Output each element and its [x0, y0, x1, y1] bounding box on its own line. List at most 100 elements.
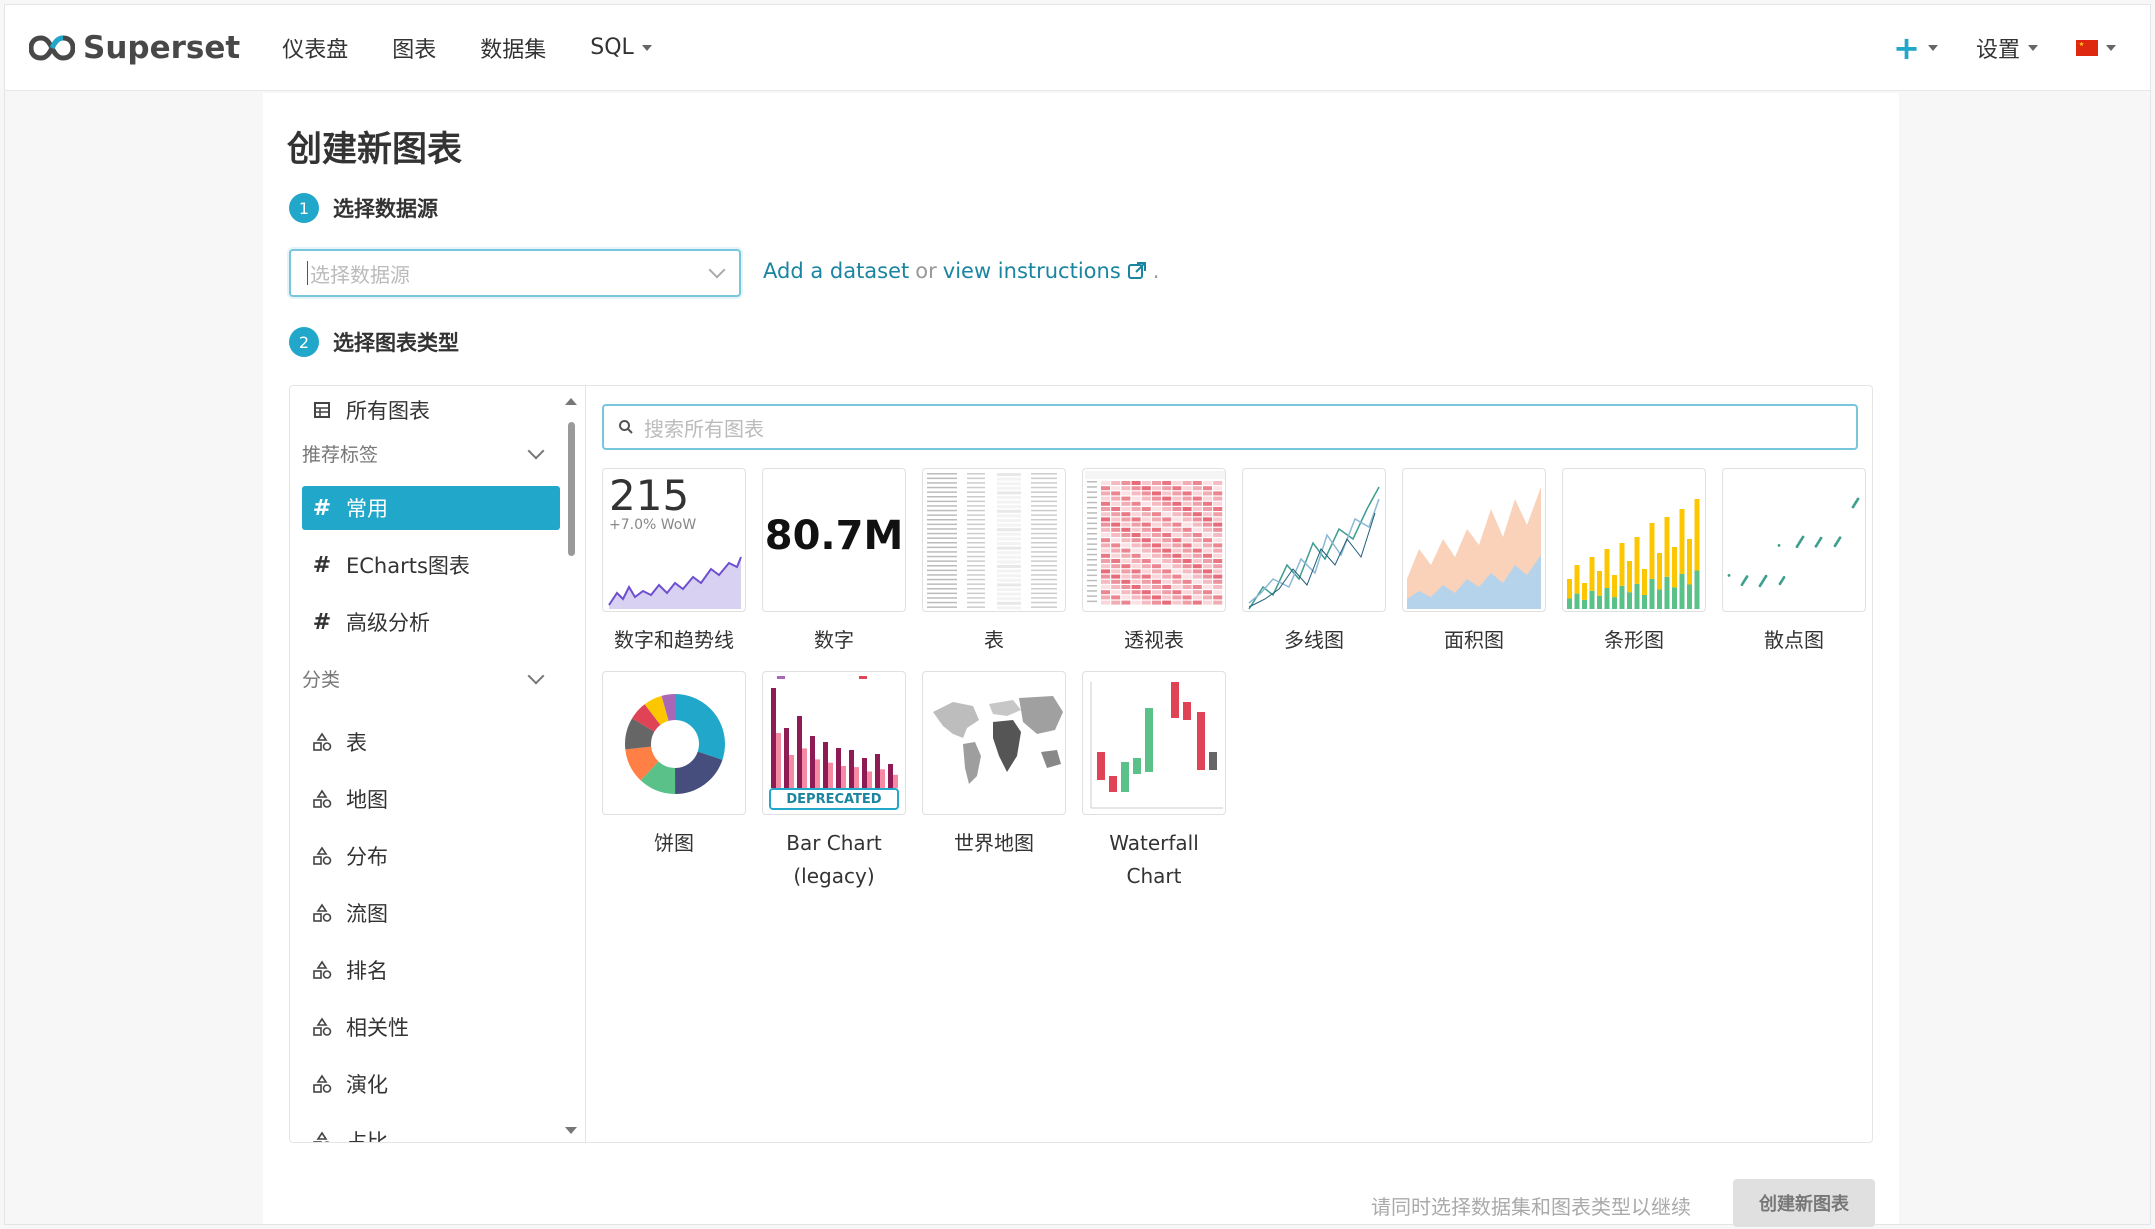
scroll-thumb[interactable]: [568, 422, 575, 556]
sidebar-item-advanced-analytics[interactable]: # 高级分析: [302, 600, 560, 644]
sidebar-item-label: 相关性: [346, 1016, 409, 1040]
chart-thumbnail: [1242, 468, 1386, 612]
create-chart-button[interactable]: 创建新图表: [1733, 1179, 1875, 1227]
chart-tile-label: 数字和趋势线: [614, 628, 734, 652]
plus-icon: +: [1893, 28, 1920, 67]
chart-tile-bar-chart-legacy[interactable]: DEPRECATED Bar Chart (legacy): [762, 671, 906, 893]
sidebar-item-all-charts[interactable]: 所有图表: [302, 388, 560, 432]
pivot-table-graphic: [1085, 471, 1225, 605]
category-shapes-icon: [313, 1017, 332, 1036]
chart-tile-label: Bar Chart (legacy): [786, 831, 882, 888]
sidebar-item-label: 高级分析: [346, 611, 430, 635]
nav-datasets[interactable]: 数据集: [480, 37, 547, 63]
sidebar-category-item[interactable]: 占比: [302, 1119, 560, 1142]
chart-tile-label: 数字: [814, 628, 854, 652]
category-shapes-icon: [313, 789, 332, 808]
sidebar-item-echarts[interactable]: # ECharts图表: [302, 543, 560, 587]
category-shapes-icon: [313, 1131, 330, 1142]
datasource-help: Add a dataset or view instructions .: [763, 259, 1159, 283]
nav-sql-menu[interactable]: SQL: [590, 35, 652, 60]
step-1: 1 选择数据源: [289, 193, 438, 223]
chart-thumbnail: [1722, 468, 1866, 612]
sidebar-category-item[interactable]: 相关性: [302, 1005, 560, 1049]
scroll-up-icon[interactable]: [565, 398, 577, 405]
add-dataset-link[interactable]: Add a dataset: [763, 259, 910, 283]
waterfall-graphic: [1090, 682, 1223, 809]
footer-message: 请同时选择数据集和图表类型以继续: [1371, 1195, 1691, 1219]
chevron-down-icon: [527, 442, 545, 459]
chart-tile-line-chart[interactable]: 多线图: [1242, 468, 1386, 657]
sidebar-item-popular[interactable]: # 常用: [302, 486, 560, 530]
sidebar-category-item[interactable]: 演化: [302, 1062, 560, 1106]
recommended-tags-header[interactable]: 推荐标签: [302, 440, 545, 467]
datasource-select[interactable]: 选择数据源: [289, 249, 741, 297]
sidebar-category-item[interactable]: 地图: [302, 777, 560, 821]
chart-tile-bar-chart[interactable]: 条形图: [1562, 468, 1706, 657]
chart-tile-area-chart[interactable]: 面积图: [1402, 468, 1546, 657]
thumb-big-number: 80.7M: [764, 513, 904, 559]
search-placeholder: 搜索所有图表: [644, 416, 764, 441]
deprecated-badge: DEPRECATED: [769, 788, 899, 810]
sidebar-item-label: 占比: [346, 1130, 388, 1142]
step-2: 2 选择图表类型: [289, 327, 459, 357]
chart-thumbnail: [1082, 468, 1226, 612]
scroll-down-icon[interactable]: [565, 1127, 577, 1134]
caret-down-icon: [1927, 44, 1938, 51]
period-text: .: [1152, 259, 1160, 283]
chart-tile-world-map[interactable]: 世界地图: [922, 671, 1066, 860]
superset-logo[interactable]: Superset: [29, 30, 240, 66]
new-menu-button[interactable]: +: [1893, 29, 1938, 67]
create-chart-panel: 创建新图表 1 选择数据源 选择数据源 Add a dataset or vie…: [263, 93, 1899, 1227]
chart-tile-label: 条形图: [1604, 628, 1664, 652]
scatter-plot-graphic: [1727, 497, 1860, 588]
trendline-graphic: [608, 556, 742, 609]
step-label: 选择数据源: [333, 197, 438, 221]
chart-tile-big-number-trendline[interactable]: 215 +7.0% WoW 数字和趋势线: [602, 468, 746, 657]
chart-tile-table[interactable]: 表: [922, 468, 1066, 657]
nav-sql-label: SQL: [590, 35, 634, 60]
language-menu[interactable]: [2076, 39, 2116, 56]
sidebar-category-item[interactable]: 流图: [302, 891, 560, 935]
nav-charts[interactable]: 图表: [392, 37, 437, 63]
chart-tile-label: 表: [984, 628, 1004, 652]
chart-tile-label: 散点图: [1764, 628, 1824, 652]
step-number: 2: [289, 327, 319, 357]
chart-tile-pie-chart[interactable]: 饼图: [602, 671, 746, 860]
chart-thumbnail: 215 +7.0% WoW: [602, 468, 746, 612]
chart-tile-pivot-table[interactable]: 透视表: [1082, 468, 1226, 657]
table-icon: [314, 402, 330, 418]
sidebar-item-label: 分布: [346, 845, 388, 869]
chart-search-input[interactable]: 搜索所有图表: [602, 404, 1858, 450]
table-graphic: [927, 473, 1057, 610]
china-flag-icon: [2076, 39, 2098, 56]
sidebar-item-label: 流图: [346, 902, 388, 926]
chart-thumbnail: [922, 671, 1066, 815]
or-text: or: [915, 259, 937, 283]
sidebar-category-item[interactable]: 排名: [302, 948, 560, 992]
chart-tile-scatter-plot[interactable]: 散点图: [1722, 468, 1866, 657]
settings-menu[interactable]: 设置: [1976, 32, 2038, 64]
chart-thumbnail: [1562, 468, 1706, 612]
chart-tile-label: 饼图: [654, 831, 694, 855]
sidebar-category-item[interactable]: 表: [302, 720, 560, 764]
chart-tile-waterfall-chart[interactable]: Waterfall Chart: [1082, 671, 1226, 893]
chart-tile-big-number[interactable]: 80.7M 数字: [762, 468, 906, 657]
view-instructions-link[interactable]: view instructions: [942, 259, 1121, 283]
chart-type-chooser: 所有图表 推荐标签 # 常用 # ECharts图表 # 高级分析: [289, 385, 1873, 1143]
logo-text: Superset: [83, 29, 241, 66]
category-shapes-icon: [313, 732, 332, 751]
settings-label: 设置: [1975, 37, 2020, 63]
category-shapes-icon: [313, 960, 332, 979]
sidebar-category-item[interactable]: 分布: [302, 834, 560, 878]
sidebar-item-label: 表: [346, 731, 367, 755]
chart-tile-label: Waterfall Chart: [1109, 831, 1199, 888]
world-map-graphic: [933, 696, 1063, 784]
nav-dashboards[interactable]: 仪表盘: [282, 37, 349, 63]
category-header[interactable]: 分类: [302, 665, 545, 692]
sidebar-item-label: 地图: [346, 788, 388, 812]
sidebar-item-label: 常用: [346, 497, 388, 521]
sidebar-scrollbar[interactable]: [564, 398, 578, 1134]
external-link-icon[interactable]: [1127, 261, 1147, 281]
caret-down-icon: [2106, 44, 2116, 51]
chart-tile-label: 世界地图: [954, 831, 1034, 855]
